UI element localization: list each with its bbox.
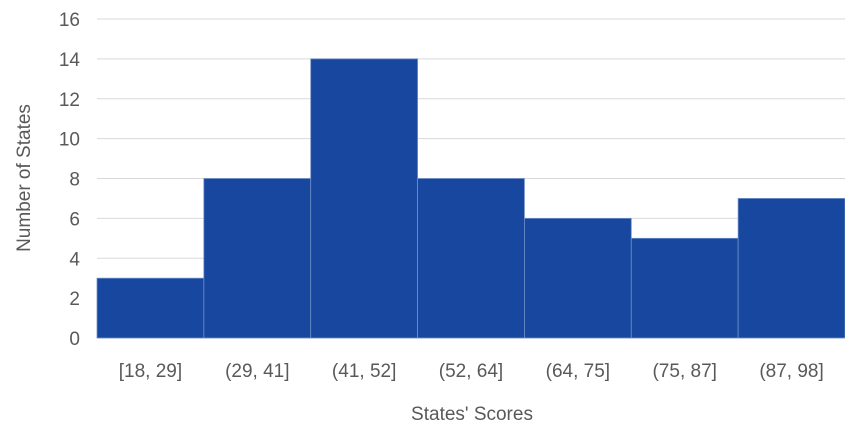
y-tick-label: 0 [69,329,80,350]
bar [203,178,312,339]
x-tick-label: (52, 64] [439,361,503,382]
x-tick-label: [18, 29] [119,361,182,382]
x-tick-label: (87, 98] [759,361,823,382]
y-tick-label: 2 [69,289,80,310]
x-tick-labels: [18, 29] (29, 41] (41, 52] (52, 64] (64, 75]… [119,361,824,382]
x-axis-title: States' Scores [411,404,533,425]
y-tick-label: 4 [69,249,80,270]
bars [96,58,845,339]
bar [96,277,205,339]
y-tick-label: 14 [59,50,81,71]
y-tick-label: 6 [69,209,80,230]
bar [417,178,525,339]
x-tick-label: (75, 87] [652,361,716,382]
y-tick-labels: 0 2 4 6 8 10 12 14 16 [59,10,81,350]
y-tick-label: 8 [69,170,80,191]
bar [310,58,418,339]
y-tick-label: 16 [59,10,80,31]
x-tick-label: (41, 52] [332,361,396,382]
x-tick-label: (64, 75] [546,361,610,382]
bar [524,217,632,339]
bar [737,198,845,339]
y-axis-title: Number of States [14,104,35,252]
x-tick-label: (29, 41] [225,361,289,382]
y-tick-label: 12 [59,90,80,111]
bar [630,237,739,339]
y-tick-label: 10 [59,130,80,151]
